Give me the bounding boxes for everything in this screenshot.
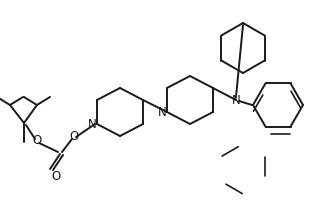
- Text: O: O: [51, 169, 61, 182]
- Text: O: O: [32, 135, 42, 148]
- Text: O: O: [69, 130, 79, 143]
- Text: N: N: [232, 94, 240, 107]
- Text: N: N: [158, 105, 167, 118]
- Text: N: N: [88, 117, 97, 130]
